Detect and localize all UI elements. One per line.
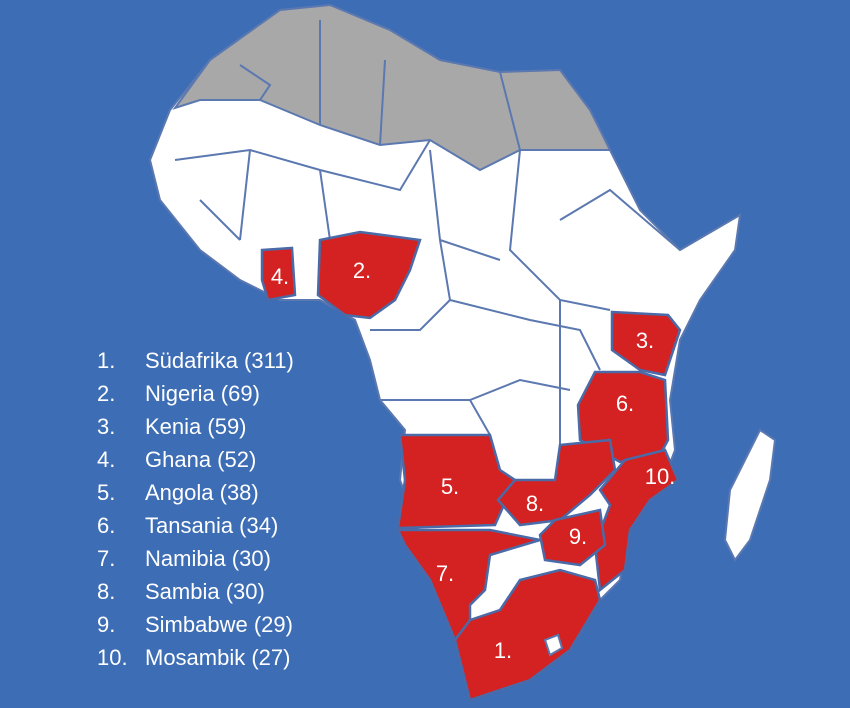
legend-label: Tansania (34) <box>145 513 278 538</box>
nigeria <box>316 230 422 320</box>
legend-label: Namibia (30) <box>145 546 271 571</box>
country-border <box>239 20 521 151</box>
region-label: 7. <box>436 561 454 586</box>
namibia <box>396 528 541 642</box>
legend-label: Angola (38) <box>145 480 259 505</box>
region-label: 4. <box>271 264 289 289</box>
south-africa <box>453 568 602 702</box>
region-label: 9. <box>569 524 587 549</box>
madagascar <box>723 428 777 562</box>
legend-label: Ghana (52) <box>145 447 256 472</box>
region-label: 10. <box>645 464 676 489</box>
legend-rank: 3. <box>97 414 115 439</box>
legend-label: Simbabwe (29) <box>145 612 293 637</box>
legend-rank: 1. <box>97 348 115 373</box>
legend-rank: 2. <box>97 381 115 406</box>
ghana <box>260 246 297 302</box>
legend-label: Mosambik (27) <box>145 645 290 670</box>
map-labels: 1. 2. 3. 4. 5. 6. 7. 8. 9. 10. <box>271 258 675 663</box>
mozambique <box>593 448 680 593</box>
legend-rank: 7. <box>97 546 115 571</box>
region-label: 5. <box>441 474 459 499</box>
region-label: 2. <box>353 258 371 283</box>
legend: 1. Südafrika (311) 2. Nigeria (69) 3. Kenia (… <box>97 348 294 670</box>
legend-rank: 8. <box>97 579 115 604</box>
legend-rank: 9. <box>97 612 115 637</box>
lesotho <box>543 633 564 657</box>
legend-label: Südafrika (311) <box>145 348 294 373</box>
zambia <box>496 438 617 527</box>
region-label: 8. <box>526 491 544 516</box>
legend-rank: 6. <box>97 513 115 538</box>
zimbabwe <box>538 508 607 567</box>
legend-rank: 10. <box>97 645 128 670</box>
region-label: 1. <box>494 638 512 663</box>
legend-rank: 4. <box>97 447 115 472</box>
legend-label: Kenia (59) <box>145 414 247 439</box>
region-label: 6. <box>616 391 634 416</box>
legend-rank: 5. <box>97 480 115 505</box>
north-africa <box>172 3 612 172</box>
legend-label: Sambia (30) <box>145 579 265 604</box>
legend-label: Nigeria (69) <box>145 381 260 406</box>
country-border <box>174 139 681 445</box>
kenya <box>610 310 682 377</box>
region-label: 3. <box>636 328 654 353</box>
